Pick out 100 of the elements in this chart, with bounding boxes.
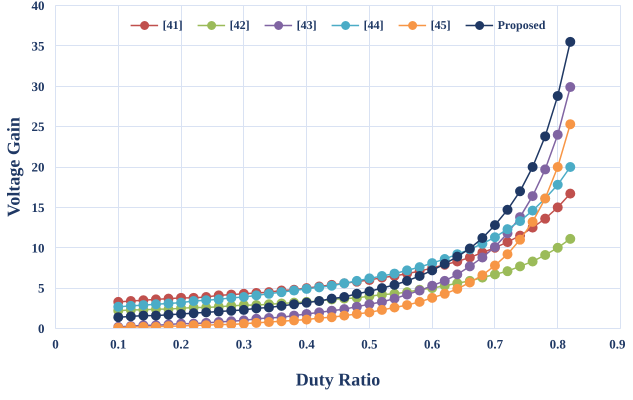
point — [364, 286, 374, 296]
point — [376, 296, 387, 307]
point — [490, 220, 500, 230]
point — [376, 304, 387, 315]
point — [540, 250, 550, 260]
point — [176, 298, 186, 308]
legend-label: [45] — [430, 18, 451, 32]
point — [390, 302, 400, 312]
point — [402, 276, 412, 286]
x-tick-label: 0.4 — [298, 336, 316, 352]
point — [565, 234, 576, 244]
point — [402, 300, 412, 310]
point — [452, 252, 462, 262]
point — [150, 299, 161, 310]
point — [502, 237, 512, 248]
x-tick-label: 0 — [52, 336, 59, 352]
point — [552, 90, 563, 101]
point — [565, 119, 576, 130]
point — [565, 162, 576, 172]
x-tick-label: 0.9 — [609, 336, 626, 352]
point — [427, 265, 438, 276]
point — [427, 292, 438, 303]
point — [427, 280, 438, 291]
point — [188, 308, 199, 318]
x-axis-title: Duty Ratio — [296, 370, 380, 390]
point — [264, 302, 274, 312]
x-tick-label: 0.1 — [110, 336, 126, 352]
point — [528, 162, 538, 172]
point — [414, 271, 425, 282]
point — [214, 294, 224, 304]
point — [390, 280, 400, 290]
point — [540, 164, 550, 174]
point — [402, 290, 412, 300]
y-tick-label: 30 — [32, 78, 44, 94]
x-tick-label: 0.6 — [424, 336, 441, 352]
x-tick-label: 0.2 — [172, 336, 190, 352]
point — [326, 312, 337, 322]
legend-label: [42] — [230, 18, 250, 32]
point — [289, 315, 300, 326]
point — [390, 294, 400, 304]
x-tick-label: 0.8 — [550, 336, 566, 352]
point — [565, 188, 576, 199]
point — [515, 261, 526, 272]
point — [226, 319, 236, 328]
y-tick-label: 35 — [32, 38, 45, 54]
y-tick-label: 15 — [32, 200, 45, 215]
point — [502, 266, 512, 276]
point — [477, 252, 488, 262]
point — [226, 292, 236, 303]
point — [565, 36, 576, 47]
point — [502, 204, 512, 215]
point — [364, 307, 374, 318]
point — [352, 308, 362, 319]
point — [126, 311, 136, 322]
point — [176, 308, 186, 319]
y-tick-label: 25 — [32, 119, 45, 134]
x-tick-label: 0.3 — [236, 336, 252, 352]
point — [238, 304, 249, 315]
point — [477, 233, 488, 244]
legend-label: Proposed — [498, 18, 546, 32]
point — [464, 261, 475, 272]
point — [452, 284, 462, 294]
point — [540, 214, 550, 224]
legend-label: [43] — [296, 18, 317, 32]
point — [390, 268, 400, 279]
point — [126, 300, 136, 311]
point — [552, 202, 563, 212]
point — [528, 191, 538, 202]
point — [540, 131, 550, 142]
y-tick-label: 10 — [32, 240, 44, 256]
point — [214, 306, 224, 317]
y-tick-label: 20 — [32, 160, 44, 174]
point — [302, 314, 312, 325]
point — [552, 180, 563, 190]
x-tick-label: 0.7 — [486, 336, 504, 352]
point — [490, 269, 500, 280]
point — [515, 186, 526, 196]
point — [251, 303, 262, 314]
point — [352, 288, 362, 299]
x-tick-label: 0.5 — [361, 336, 378, 352]
point — [251, 318, 262, 328]
point — [528, 206, 538, 216]
point — [264, 317, 274, 328]
point — [188, 296, 199, 306]
point — [164, 310, 174, 320]
point — [251, 290, 262, 300]
point — [376, 283, 387, 294]
legend-label: [44] — [364, 18, 384, 32]
point — [528, 256, 538, 266]
y-tick-label: 5 — [38, 280, 45, 296]
legend-label: [41] — [162, 18, 183, 32]
point — [440, 288, 450, 299]
point — [502, 224, 512, 234]
point — [452, 269, 462, 280]
point — [113, 302, 124, 312]
point — [314, 313, 324, 323]
point — [201, 295, 212, 306]
point — [528, 216, 538, 227]
y-tick-label: 40 — [32, 0, 44, 13]
point — [502, 249, 512, 260]
